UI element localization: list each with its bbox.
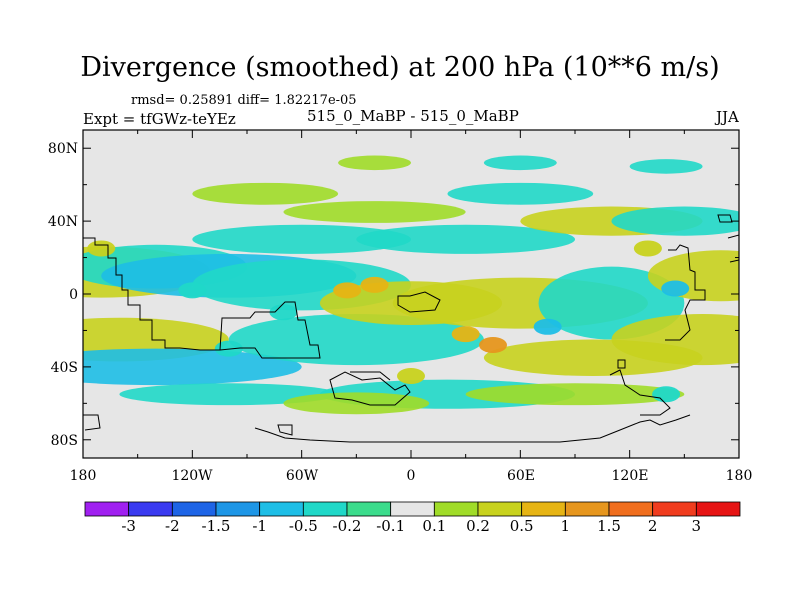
field-region	[83, 348, 302, 386]
field-region	[356, 224, 575, 254]
field-feature	[652, 386, 681, 403]
field-feature	[360, 276, 389, 293]
colorbar-swatch	[215, 501, 261, 517]
case-subtitle: 515_0_MaBP - 515_0_MaBP	[307, 107, 519, 125]
colorbar-swatch	[521, 501, 566, 517]
field-feature	[397, 368, 425, 384]
colorbar-swatch	[433, 501, 479, 517]
lat-label-40n: 40N	[47, 214, 78, 230]
map-field	[83, 130, 739, 458]
colorbar-swatch	[695, 501, 741, 517]
colorbar-label: -2	[165, 517, 180, 535]
lon-label-120e: 120E	[611, 468, 649, 484]
colorbar-swatch	[652, 501, 697, 517]
colorbar-swatch	[564, 501, 610, 517]
field-region	[447, 182, 594, 205]
lat-label-0: 0	[69, 287, 78, 303]
colorbar-label: 0.1	[422, 517, 447, 535]
colorbar-label: 1	[560, 517, 571, 535]
axis-ticks	[82, 130, 740, 458]
stats-text: rmsd= 0.25891 diff= 1.82217e-05	[131, 93, 357, 108]
lat-label-40s: 40S	[50, 360, 78, 376]
colorbar-swatch	[346, 501, 392, 517]
field-region	[629, 159, 703, 174]
colorbar-label: 0.2	[466, 517, 490, 535]
colorbar-swatch	[128, 501, 173, 517]
colorbar-label: -1	[252, 517, 267, 535]
field-region	[611, 314, 739, 366]
colorbar-swatch	[84, 501, 130, 517]
lat-label-80n: 80N	[47, 141, 78, 157]
lon-label-120w: 120W	[171, 468, 213, 484]
colorbar-swatch	[171, 501, 217, 517]
field-feature	[479, 337, 507, 354]
field-region	[119, 383, 339, 406]
lon-label-180w: 180	[69, 468, 97, 484]
colorbar-label: -0.1	[376, 517, 406, 535]
plot-title: Divergence (smoothed) at 200 hPa (10**6 …	[80, 52, 720, 83]
colorbar-swatch	[608, 501, 654, 517]
colorbar-label: 3	[691, 517, 702, 535]
lat-label-80s: 80S	[50, 433, 78, 449]
colorbar-label: -0.2	[332, 517, 362, 535]
field-region	[338, 155, 411, 171]
field-region	[483, 155, 557, 171]
field-feature	[178, 282, 207, 299]
continent-outlines	[83, 214, 739, 443]
lon-label-60w: 60W	[285, 468, 319, 484]
field-feature	[269, 304, 298, 321]
colorbar-swatch	[390, 501, 435, 517]
lon-label-0: 0	[406, 468, 416, 484]
field-region	[465, 383, 685, 406]
experiment-label: Expt = tfGWz-teYEz	[83, 110, 236, 128]
colorbar-label: 0.5	[509, 517, 534, 535]
colorbar-label: 1.5	[597, 517, 621, 535]
colorbar-swatch	[302, 501, 348, 517]
field-region	[283, 201, 466, 223]
field-feature	[533, 318, 562, 335]
lon-label-180e: 180	[725, 468, 753, 484]
colorbar-label: -1.5	[201, 517, 231, 535]
field-region	[192, 224, 411, 254]
field-feature	[451, 326, 480, 343]
lon-label-60e: 60E	[506, 468, 536, 484]
field-region	[283, 392, 430, 415]
field-region	[192, 182, 339, 205]
field-region	[228, 314, 484, 366]
field-region	[611, 206, 739, 236]
colorbar-label: -0.5	[288, 517, 318, 535]
field-feature	[661, 280, 690, 297]
field-feature	[633, 240, 662, 257]
field-feature	[87, 240, 116, 257]
field-feature	[333, 282, 362, 299]
colorbar	[84, 501, 741, 517]
season-label: JJA	[716, 108, 739, 126]
colorbar-label: 2	[647, 517, 658, 535]
colorbar-swatch	[477, 501, 523, 517]
colorbar-label: -3	[121, 517, 136, 535]
colorbar-swatch	[259, 501, 304, 517]
